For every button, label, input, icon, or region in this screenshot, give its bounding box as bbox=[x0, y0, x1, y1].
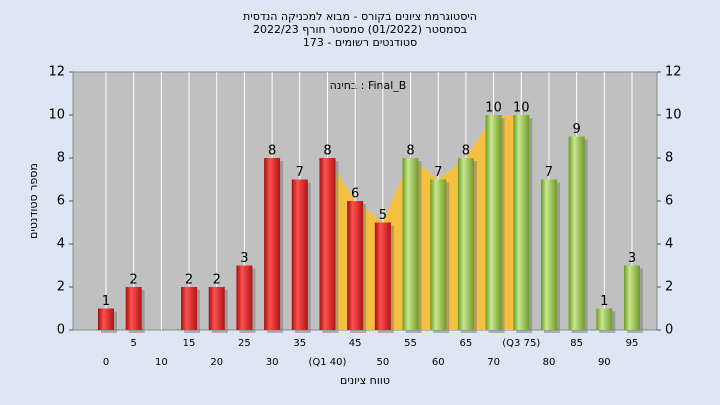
x-tick-label: 70 bbox=[487, 357, 500, 368]
data-label: 9 bbox=[572, 122, 580, 137]
title-line: סטודנטים רשומים - 173 bbox=[303, 36, 417, 49]
data-label: 10 bbox=[513, 101, 530, 116]
data-label: 8 bbox=[462, 144, 470, 159]
bar bbox=[236, 265, 253, 330]
x-tick-label: 45 bbox=[349, 338, 362, 349]
bar bbox=[513, 115, 530, 330]
data-label: 10 bbox=[485, 101, 502, 116]
y-tick-label: 12 bbox=[48, 65, 65, 80]
y2-tick-label: 4 bbox=[665, 237, 673, 252]
bar bbox=[98, 308, 114, 330]
y2-tick-label: 10 bbox=[665, 108, 682, 123]
x-tick-label: 65 bbox=[460, 338, 473, 349]
data-label: 3 bbox=[628, 251, 636, 266]
x-tick-label: 55 bbox=[404, 338, 417, 349]
title-line: בסמסטר (01/2022) סמסטר חורף 2022/23 bbox=[253, 23, 467, 36]
bar bbox=[430, 179, 447, 330]
data-label: 1 bbox=[102, 294, 110, 309]
x-tick-label: 85 bbox=[570, 338, 583, 349]
bar bbox=[568, 136, 585, 330]
x-tick-label: 20 bbox=[210, 357, 223, 368]
bar bbox=[374, 222, 391, 330]
x-tick-label: 15 bbox=[183, 338, 196, 349]
y-axis-label: מספר סטודנטים bbox=[27, 163, 40, 239]
data-label: 6 bbox=[351, 187, 359, 202]
title-line: היסטוגרמת ציונים בקורס - מבוא למכניקה הנ… bbox=[243, 10, 477, 23]
bar bbox=[319, 158, 336, 330]
data-label: 1 bbox=[600, 294, 608, 309]
x-tick-label: 10 bbox=[155, 357, 168, 368]
x-tick-label: 35 bbox=[293, 338, 306, 349]
data-label: 2 bbox=[213, 273, 221, 288]
x-tick-label: 30 bbox=[266, 357, 279, 368]
x-tick-label: (Q1 40) bbox=[308, 357, 346, 368]
data-label: 3 bbox=[240, 251, 248, 266]
bar bbox=[347, 201, 364, 330]
data-label: 7 bbox=[545, 165, 553, 180]
annotation: בחינה : Final_B bbox=[330, 79, 407, 92]
data-label: 7 bbox=[296, 165, 304, 180]
data-label: 7 bbox=[434, 165, 442, 180]
y2-tick-label: 2 bbox=[665, 280, 673, 295]
x-tick-label: 25 bbox=[238, 338, 251, 349]
y-tick-label: 2 bbox=[57, 280, 65, 295]
bar bbox=[181, 287, 198, 330]
x-axis-label: טווח ציונים bbox=[340, 374, 390, 387]
bar bbox=[208, 287, 225, 330]
bar bbox=[457, 158, 474, 330]
x-tick-label: 50 bbox=[376, 357, 389, 368]
data-label: 8 bbox=[406, 144, 414, 159]
x-tick-label: 5 bbox=[130, 338, 136, 349]
bar bbox=[264, 158, 281, 330]
y-tick-label: 6 bbox=[57, 194, 65, 209]
data-label: 8 bbox=[268, 144, 276, 159]
y-tick-label: 4 bbox=[57, 237, 65, 252]
y2-tick-label: 6 bbox=[665, 194, 673, 209]
data-label: 5 bbox=[379, 208, 387, 223]
bar bbox=[402, 158, 419, 330]
bar bbox=[485, 115, 502, 330]
y-tick-label: 8 bbox=[57, 151, 65, 166]
x-tick-label: 60 bbox=[432, 357, 445, 368]
x-tick-label: (Q3 75) bbox=[502, 338, 540, 349]
x-tick-label: 95 bbox=[626, 338, 639, 349]
y-tick-label: 0 bbox=[57, 323, 65, 338]
data-label: 2 bbox=[130, 273, 138, 288]
bar bbox=[540, 179, 557, 330]
x-tick-label: 0 bbox=[103, 357, 109, 368]
bar bbox=[125, 287, 142, 330]
y-tick-label: 10 bbox=[48, 108, 65, 123]
y2-tick-label: 8 bbox=[665, 151, 673, 166]
y2-tick-label: 0 bbox=[665, 323, 673, 338]
data-label: 2 bbox=[185, 273, 193, 288]
bar bbox=[291, 179, 308, 330]
bar bbox=[596, 308, 613, 330]
x-tick-label: 80 bbox=[543, 357, 556, 368]
x-tick-label: 90 bbox=[598, 357, 611, 368]
y2-tick-label: 12 bbox=[665, 65, 682, 80]
bar bbox=[624, 265, 640, 330]
data-label: 8 bbox=[323, 144, 331, 159]
